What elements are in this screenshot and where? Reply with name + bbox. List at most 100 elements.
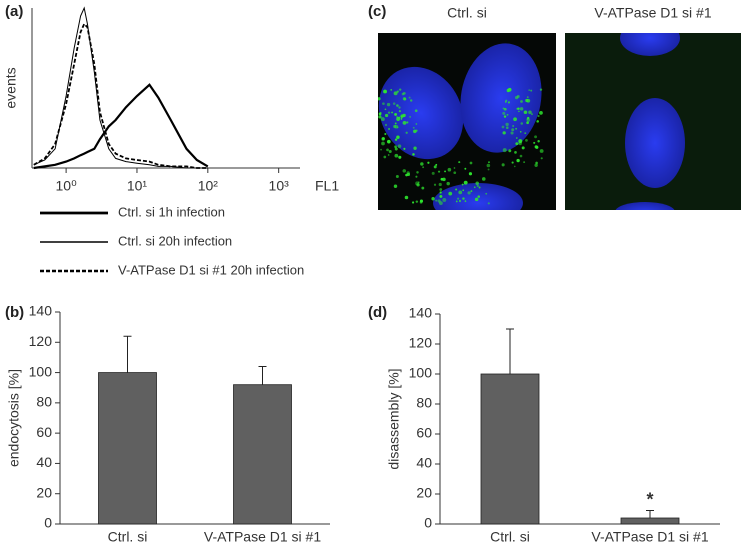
- legend-label: Ctrl. si 1h infection: [118, 204, 225, 219]
- vesicle: [419, 201, 423, 204]
- vesicle: [401, 92, 405, 96]
- vesicle: [467, 191, 471, 195]
- vesicle: [415, 200, 419, 203]
- x-tick-label: Ctrl. si: [490, 529, 530, 543]
- bar: [480, 373, 540, 525]
- vesicle: [402, 121, 407, 125]
- vesicle: [396, 117, 400, 121]
- vesicle: [502, 111, 506, 115]
- legend-label: Ctrl. si 20h infection: [118, 233, 232, 248]
- bar: [98, 372, 157, 525]
- y-tick-label: 140: [409, 305, 433, 321]
- y-tick-label: 20: [416, 485, 432, 501]
- nucleus: [460, 43, 542, 153]
- micrograph: [378, 33, 556, 210]
- vesicle: [415, 123, 418, 125]
- vesicle: [398, 106, 401, 109]
- vesicle: [400, 117, 403, 120]
- y-axis-label: events: [3, 67, 19, 108]
- vesicle: [503, 115, 507, 118]
- vesicle: [388, 128, 391, 130]
- vesicle: [526, 98, 531, 103]
- vesicle: [402, 97, 406, 101]
- vesicle: [526, 96, 529, 99]
- vesicle: [380, 148, 382, 151]
- vesicle: [415, 181, 420, 186]
- vesicle: [502, 148, 507, 153]
- x-axis-label: FL1: [315, 178, 339, 194]
- vesicle: [394, 112, 398, 116]
- vesicle: [411, 201, 415, 204]
- vesicle: [395, 174, 399, 178]
- vesicle: [530, 89, 533, 92]
- y-tick-label: 80: [36, 394, 52, 410]
- annotation: *: [646, 489, 653, 509]
- vesicle: [431, 197, 435, 201]
- vesicle: [511, 161, 514, 164]
- vesicle: [398, 88, 402, 91]
- vesicle: [515, 137, 518, 139]
- vesicle: [387, 154, 390, 156]
- vesicle: [525, 139, 528, 142]
- vesicle: [384, 113, 389, 118]
- vesicle: [439, 188, 443, 191]
- vesicle: [528, 89, 530, 91]
- x-tick-label: V-ATPase D1 si #1: [591, 529, 708, 543]
- y-tick-label: 40: [416, 455, 432, 471]
- vesicle: [510, 131, 514, 135]
- vesicle: [394, 147, 398, 151]
- vesicle: [383, 89, 386, 92]
- y-tick-label: 40: [36, 454, 52, 470]
- vesicle: [521, 146, 525, 150]
- vesicle: [526, 118, 531, 122]
- vesicle: [391, 111, 393, 114]
- vesicle: [540, 157, 543, 160]
- vesicle: [409, 115, 412, 118]
- vesicle: [431, 171, 435, 175]
- error-bar: [258, 366, 267, 385]
- y-tick-label: 100: [409, 365, 433, 381]
- vesicle: [435, 199, 438, 202]
- vesicle: [394, 138, 398, 141]
- vesicle: [413, 146, 417, 150]
- legend-label: V-ATPase D1 si #1 20h infection: [118, 262, 304, 277]
- vesicle: [446, 181, 450, 186]
- vesicle: [539, 149, 544, 153]
- vesicle: [384, 123, 388, 127]
- y-tick-label: 0: [44, 515, 52, 531]
- vesicle: [539, 111, 543, 115]
- vesicle: [526, 121, 529, 125]
- vesicle: [536, 120, 539, 123]
- vesicle: [442, 198, 447, 202]
- vesicle: [487, 202, 490, 205]
- vesicle: [384, 108, 387, 111]
- vesicle: [477, 195, 481, 198]
- vesicle: [457, 197, 460, 200]
- vesicle: [519, 107, 524, 111]
- vesicle: [515, 142, 519, 146]
- vesicle: [486, 163, 491, 168]
- vesicle: [481, 177, 486, 181]
- vesicle: [470, 190, 473, 193]
- nucleus: [615, 202, 675, 210]
- vesicle: [505, 126, 509, 130]
- vesicle: [462, 197, 465, 200]
- vesicle: [535, 161, 538, 165]
- vesicle: [406, 121, 409, 124]
- vesicle: [458, 190, 463, 195]
- vesicle: [382, 102, 385, 106]
- vesicle: [475, 181, 479, 185]
- vesicle: [462, 189, 465, 192]
- vesicle: [531, 113, 533, 115]
- vesicle: [412, 126, 415, 129]
- series-line: [33, 6, 208, 169]
- vesicle: [437, 170, 441, 173]
- vesicle: [458, 161, 461, 164]
- vesicle: [405, 131, 408, 134]
- vesicle: [433, 183, 437, 186]
- panel-label: (c): [368, 3, 386, 20]
- x-tick-label: 10³: [269, 178, 290, 194]
- vesicle: [516, 158, 520, 163]
- vesicle: [534, 135, 538, 139]
- vesicle: [485, 192, 488, 195]
